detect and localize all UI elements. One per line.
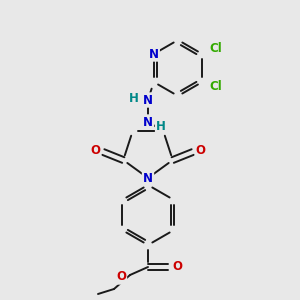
Text: N: N [143, 172, 153, 184]
Text: Cl: Cl [210, 43, 223, 56]
Text: H: H [129, 92, 139, 104]
Text: N: N [143, 116, 153, 128]
Text: N: N [143, 94, 153, 106]
Text: O: O [116, 271, 126, 284]
Text: Cl: Cl [210, 80, 223, 94]
Text: O: O [172, 260, 182, 274]
Text: O: O [196, 143, 206, 157]
Text: H: H [156, 119, 166, 133]
Text: O: O [90, 143, 100, 157]
Text: N: N [149, 47, 159, 61]
